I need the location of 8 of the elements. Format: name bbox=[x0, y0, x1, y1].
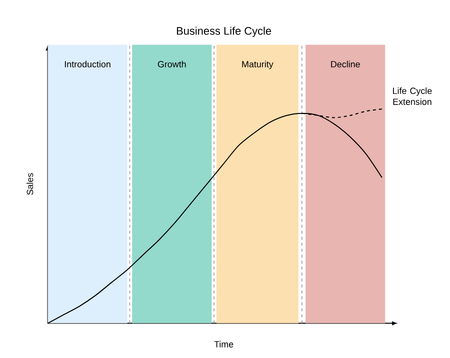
text: Growth bbox=[158, 60, 186, 68]
text: Decline bbox=[331, 60, 360, 68]
text: Introduction bbox=[64, 60, 110, 68]
x-axis-title: Time bbox=[214, 340, 234, 348]
chart-title: Business Life Cycle bbox=[176, 26, 272, 37]
text: Maturity bbox=[242, 60, 274, 70]
text: Life Cycle Extension bbox=[393, 87, 432, 105]
y-axis-title: Sales bbox=[26, 173, 34, 195]
